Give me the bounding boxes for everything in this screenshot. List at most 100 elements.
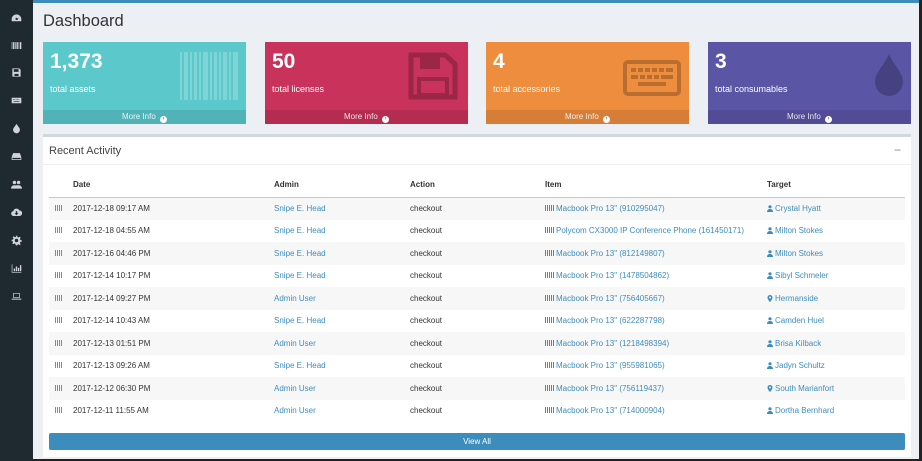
cell-admin: Snipe E. Head [274,265,410,288]
tint-icon [13,123,20,133]
sidebar-item-components[interactable] [0,144,33,168]
cell-item: Macbook Pro 13" (812149807) [545,242,767,265]
cell-date: 2017-12-12 06:30 PM [73,377,274,400]
cell-target: Brisa Kilback [767,332,905,355]
stat-box-consumables[interactable]: 3 total consumables More Info › [708,42,911,124]
target-link[interactable]: Milton Stokes [767,226,823,235]
item-label: Macbook Pro 13" (756405667) [556,293,665,303]
stat-label: total assets [50,84,96,94]
item-label: Macbook Pro 13" (955981065) [556,361,665,371]
window-border-bottom [33,459,922,461]
sidebar-item-licenses[interactable] [0,60,33,84]
more-info-link[interactable]: More Info › [265,110,468,124]
barcode-icon [55,249,63,256]
window-border-right [919,0,922,461]
stat-box-accessories[interactable]: 4 total accessories More Info › [486,42,689,124]
arrow-circle-right-icon: › [603,116,611,123]
target-link[interactable]: Milton Stokes [767,249,823,258]
admin-link[interactable]: Admin User [274,406,316,416]
item-label: Macbook Pro 13" (1478504862) [556,271,670,281]
stat-number: 4 [493,50,505,73]
table-row: 2017-12-12 06:30 PM Admin User checkout Mac… [49,377,905,400]
column-header-admin[interactable]: Admin [274,173,410,198]
collapse-button[interactable]: − [893,143,901,157]
stat-box-assets[interactable]: 1,373 total assets More Info › [43,42,246,124]
target-label: Jadyn Schultz [775,361,825,371]
target-link[interactable]: Crystal Hyatt [767,204,821,213]
sidebar-item-people[interactable] [0,172,33,196]
more-info-link[interactable]: More Info › [486,110,689,124]
sidebar-item-assets[interactable] [0,33,33,57]
target-link[interactable]: Brisa Kilback [767,339,821,348]
cell-date: 2017-12-16 04:46 PM [73,242,274,265]
view-all-button[interactable]: View All [49,433,905,450]
column-header-date[interactable]: Date [73,173,274,198]
cell-date: 2017-12-13 01:51 PM [73,332,274,355]
column-header-item[interactable]: Item [545,173,767,198]
item-link[interactable]: Macbook Pro 13" (1218498394) [545,339,669,348]
admin-link[interactable]: Admin User [274,383,316,393]
table-row: 2017-12-13 01:51 PM Admin User checkout Mac… [49,332,905,355]
table-row: 2017-12-18 04:55 AM Snipe E. Head checkout… [49,220,905,243]
target-link[interactable]: Dortha Bernhard [767,406,834,415]
barcode-icon [55,227,63,234]
activity-table: Date Admin Action Item Target 2017-12-18… [49,173,905,422]
target-link[interactable]: Jadyn Schultz [767,361,825,370]
admin-link[interactable]: Snipe E. Head [274,226,326,236]
column-header-action[interactable]: Action [410,173,545,198]
target-link[interactable]: South Marianfort [767,384,834,393]
cell-target: Milton Stokes [767,242,905,265]
admin-link[interactable]: Snipe E. Head [274,361,326,371]
table-row: 2017-12-13 09:26 AM Snipe E. Head checkout… [49,355,905,378]
cell-date: 2017-12-11 11:55 AM [73,406,149,416]
admin-link[interactable]: Snipe E. Head [274,316,326,326]
cell-admin: Admin User [274,332,410,355]
column-header-target[interactable]: Target [767,173,905,198]
item-link[interactable]: Macbook Pro 13" (910295047) [545,204,665,213]
item-link[interactable]: Polycom CX3000 IP Conference Phone (1614… [545,226,744,235]
target-link[interactable]: Camden Huel [767,316,824,325]
admin-link[interactable]: Admin User [274,338,316,348]
cell-target: Crystal Hyatt [767,197,905,220]
target-link[interactable]: Hermanside [767,294,818,303]
barcode-icon [545,362,554,369]
item-link[interactable]: Macbook Pro 13" (714000904) [545,406,665,415]
sidebar-item-settings[interactable] [0,228,33,252]
more-info-link[interactable]: More Info › [43,110,246,124]
barcode-icon [545,384,554,391]
sidebar-item-consumables[interactable] [0,116,33,140]
sidebar-item-dashboard[interactable] [0,6,33,30]
barcode-icon [55,384,63,391]
target-link[interactable]: Sibyl Schmeler [767,271,828,280]
cell-action: checkout [410,287,545,310]
barcode-icon [545,407,554,414]
keyboard-icon [11,97,22,103]
item-link[interactable]: Macbook Pro 13" (1478504862) [545,271,669,280]
item-link[interactable]: Macbook Pro 13" (756405667) [545,294,665,303]
cell-admin: Admin User [274,400,410,423]
admin-link[interactable]: Snipe E. Head [274,271,326,281]
sidebar-item-import[interactable] [0,200,33,224]
admin-link[interactable]: Admin User [274,293,316,303]
map-marker-icon [767,294,773,302]
sidebar-item-accessories[interactable] [0,88,33,112]
row-icon-cell [49,287,73,310]
more-info-link[interactable]: More Info › [708,110,911,124]
target-label: Hermanside [775,293,819,303]
user-icon [767,227,773,235]
item-link[interactable]: Macbook Pro 13" (756119437) [545,384,664,393]
admin-link[interactable]: Snipe E. Head [274,248,326,258]
item-link[interactable]: Macbook Pro 13" (622287798) [545,316,665,325]
admin-link[interactable]: Snipe E. Head [274,204,326,213]
user-icon [767,272,773,280]
stat-number: 3 [715,50,727,73]
barcode-icon [55,362,63,369]
stat-box-licenses[interactable]: 50 total licenses More Info › [265,42,468,124]
sidebar-item-reports[interactable] [0,256,33,280]
barcode-icon [55,339,63,346]
cell-date: 2017-12-14 09:27 PM [73,287,274,310]
save-icon [408,52,458,100]
item-link[interactable]: Macbook Pro 13" (955981065) [545,361,665,370]
sidebar-item-requestable[interactable] [0,284,33,308]
item-link[interactable]: Macbook Pro 13" (812149807) [545,249,665,258]
